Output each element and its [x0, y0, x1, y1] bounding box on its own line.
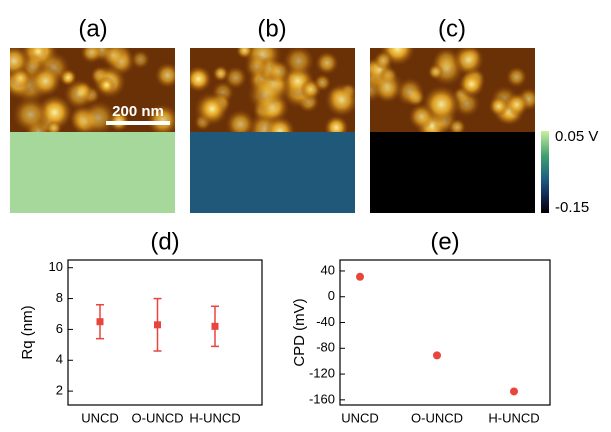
y-tick-label: -80 — [316, 340, 335, 355]
scale-bar-label: 200 nm — [112, 103, 164, 120]
y-tick-label: 2 — [56, 383, 63, 398]
grain — [197, 93, 228, 124]
grain — [28, 48, 47, 61]
y-tick-label: 6 — [56, 321, 63, 336]
grain — [505, 65, 528, 88]
y-axis-label: CPD (mV) — [291, 298, 308, 366]
grain — [323, 115, 349, 132]
y-tick-label: 4 — [56, 352, 63, 367]
y-tick-label: -160 — [309, 391, 335, 406]
x-tick-label: H-UNCD — [488, 410, 539, 425]
marker — [356, 272, 364, 281]
grain — [427, 63, 444, 80]
grain — [235, 48, 254, 60]
chart-title: (e) — [430, 228, 459, 255]
x-tick-label: UNCD — [341, 410, 379, 425]
grain — [225, 109, 256, 132]
plot-frame — [67, 259, 263, 406]
plot-frame — [339, 259, 551, 406]
grain — [29, 64, 62, 98]
grain — [457, 70, 486, 98]
grain — [266, 59, 291, 84]
y-axis-label: Rq (nm) — [19, 305, 36, 359]
x-tick-label: O-UNCD — [411, 410, 463, 425]
y-tick-label: -40 — [316, 314, 335, 329]
y-tick-label: 8 — [56, 290, 63, 305]
x-tick-label: H-UNCD — [189, 410, 240, 425]
marker — [433, 351, 441, 360]
grain — [100, 48, 126, 69]
kpfm-image — [10, 132, 175, 213]
marker — [510, 387, 518, 396]
chart-title: (d) — [150, 228, 179, 255]
y-tick-label: 40 — [321, 262, 335, 277]
grain — [130, 49, 151, 70]
x-tick-label: O-UNCD — [132, 410, 184, 425]
x-tick-label: UNCD — [81, 410, 119, 425]
kpfm-image — [370, 132, 535, 213]
grain — [246, 75, 285, 114]
y-tick-label: 10 — [49, 259, 63, 274]
marker — [96, 318, 104, 326]
grain — [314, 50, 340, 76]
grain — [190, 65, 213, 93]
grain — [448, 118, 467, 132]
kpfm-image — [190, 132, 355, 213]
grain — [10, 67, 32, 89]
grain — [97, 75, 116, 95]
grain — [154, 62, 175, 89]
y-tick-label: 0 — [328, 288, 335, 303]
y-tick-label: -120 — [309, 366, 335, 381]
grain — [11, 95, 50, 132]
grain — [45, 120, 63, 132]
grain — [63, 78, 96, 111]
panel-label: (b) — [257, 15, 286, 42]
grain — [488, 95, 510, 117]
grain — [264, 115, 296, 132]
grain — [80, 48, 103, 64]
grain — [373, 50, 394, 70]
grain — [244, 54, 270, 80]
grain — [370, 69, 405, 104]
grain — [324, 82, 355, 118]
grain — [313, 73, 332, 92]
colorbar — [541, 131, 549, 213]
colorbar-label: -0.15 — [555, 199, 589, 216]
grain — [282, 48, 315, 78]
grain — [408, 103, 436, 131]
panel-label: (c) — [438, 15, 466, 42]
grain — [504, 92, 530, 117]
panel-label: (a) — [78, 15, 107, 42]
marker — [154, 321, 161, 329]
marker — [211, 322, 219, 330]
colorbar-label: 0.05 V — [555, 128, 598, 145]
grain — [223, 65, 248, 90]
